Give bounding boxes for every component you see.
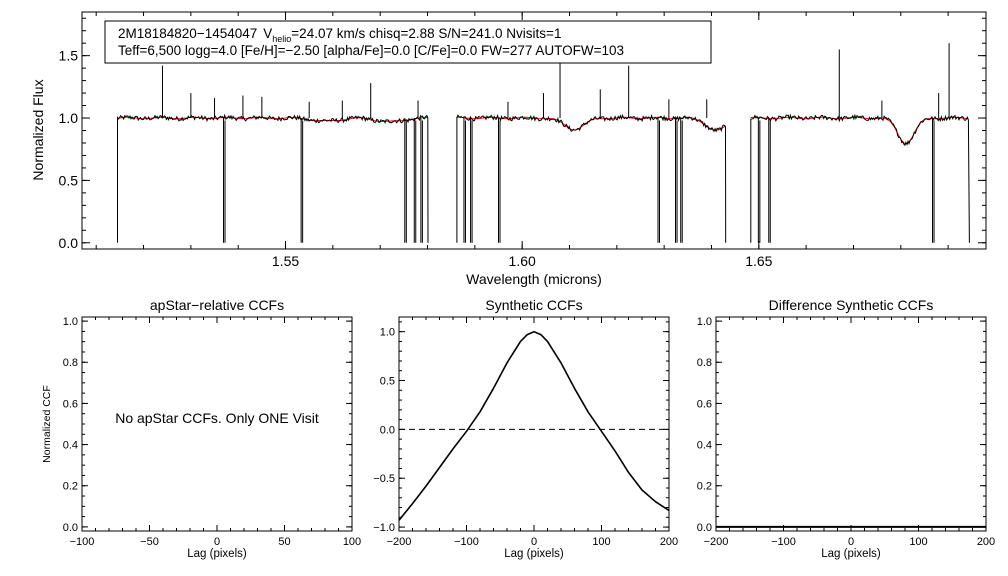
y-tick-label: 0.4 bbox=[697, 440, 712, 452]
difference-ccf-panel: −200 −100 0 100 200 0.0 0.2 0.4 0.6 0.8 1.0 Differ… bbox=[697, 297, 995, 560]
model-spectrum-line bbox=[750, 116, 969, 145]
observed-spectrum-line bbox=[456, 113, 727, 243]
synthetic-ccf-data bbox=[398, 330, 670, 521]
y-tick-label: −0.5 bbox=[373, 473, 395, 485]
vhelio-subscript: helio bbox=[272, 34, 291, 44]
spectrum-data bbox=[117, 43, 970, 243]
x-tick-label: 0 bbox=[214, 536, 220, 548]
x-tick-label: −100 bbox=[771, 536, 796, 548]
observed-spectrum-line bbox=[117, 113, 429, 243]
x-tick-label: 100 bbox=[909, 536, 927, 548]
difference-ccf-x-axis-label: Lag (pixels) bbox=[821, 548, 881, 560]
y-tick-label: 0.0 bbox=[697, 522, 712, 534]
synthetic-ccf-line bbox=[398, 330, 670, 521]
y-tick-label: 1.0 bbox=[63, 316, 78, 328]
y-tick-label: 0.8 bbox=[697, 357, 712, 369]
x-tick-label: 200 bbox=[660, 536, 678, 548]
y-tick-label: −1.0 bbox=[373, 522, 395, 534]
star-id: 2M18184820−1454047 bbox=[118, 26, 257, 41]
x-tick-label: 100 bbox=[592, 536, 610, 548]
info-line-1-rest: =24.07 km/s chisq=2.88 S/N=241.0 Nvisits… bbox=[291, 26, 561, 41]
info-box-frame bbox=[104, 20, 712, 64]
y-tick-label: 0.5 bbox=[380, 375, 395, 387]
difference-ccf-ticks: −200 −100 0 100 200 0.0 0.2 0.4 0.6 0.8 1.0 bbox=[697, 316, 995, 548]
x-tick-label: 0 bbox=[531, 536, 537, 548]
synthetic-ccf-ticks: −200 −100 0 100 200 −1.0 −0.5 0.0 0.5 1.0 bbox=[373, 317, 678, 548]
x-tick-label: 0 bbox=[848, 536, 854, 548]
x-tick-label: −100 bbox=[454, 536, 479, 548]
spectrum-y-axis-label: Normalized Flux bbox=[30, 79, 46, 180]
synthetic-ccf-panel: −200 −100 0 100 200 −1.0 −0.5 0.0 0.5 1.0 Synthet… bbox=[373, 297, 678, 560]
x-tick-label: −200 bbox=[387, 536, 412, 548]
y-tick-label: 0.0 bbox=[59, 235, 79, 251]
x-tick-label: −200 bbox=[704, 536, 729, 548]
synthetic-ccf-x-axis-label: Lag (pixels) bbox=[504, 548, 564, 560]
x-tick-label: −50 bbox=[140, 536, 159, 548]
difference-ccf-title: Difference Synthetic CCFs bbox=[769, 297, 934, 313]
apstar-ccf-title: apStar−relative CCFs bbox=[150, 297, 284, 313]
x-tick-label: 1.55 bbox=[272, 253, 299, 269]
vhelio-label: V bbox=[263, 26, 272, 41]
observed-spectrum-line bbox=[750, 113, 970, 243]
y-tick-label: 1.0 bbox=[697, 316, 712, 328]
spectrum-ticks: 1.55 1.60 1.65 0.0 0.5 1.0 1.5 bbox=[59, 12, 986, 269]
y-tick-label: 0.6 bbox=[697, 398, 712, 410]
difference-ccf-plot-frame bbox=[715, 316, 987, 532]
y-tick-label: 0.2 bbox=[697, 481, 712, 493]
model-spectrum-line bbox=[117, 116, 428, 122]
y-tick-label: 0.8 bbox=[63, 357, 78, 369]
y-tick-label: 1.0 bbox=[59, 110, 79, 126]
y-tick-label: 0.5 bbox=[59, 172, 79, 188]
y-tick-label: 0.4 bbox=[63, 440, 78, 452]
y-tick-label: 1.0 bbox=[380, 327, 395, 339]
synthetic-ccf-plot-frame bbox=[398, 316, 670, 532]
apstar-ccf-y-axis-label: Normalized CCF bbox=[41, 385, 53, 463]
apstar-ccf-x-axis-label: Lag (pixels) bbox=[187, 548, 247, 560]
apstar-ccf-panel: −100 −50 0 50 100 0.0 0.2 0.4 0.6 0.8 1.0 apStar−r… bbox=[41, 297, 361, 560]
x-tick-label: 200 bbox=[977, 536, 995, 548]
y-tick-label: 0.0 bbox=[63, 522, 78, 534]
y-tick-label: 0.2 bbox=[63, 481, 78, 493]
y-tick-label: 0.0 bbox=[380, 424, 395, 436]
y-tick-label: 0.6 bbox=[63, 398, 78, 410]
info-line-1: 2M18184820−1454047 Vhelio=24.07 km/s chis… bbox=[118, 26, 561, 44]
info-line-2: Teff=6,500 logg=4.0 [Fe/H]=−2.50 [alpha/… bbox=[118, 43, 624, 58]
x-tick-label: 1.65 bbox=[745, 253, 772, 269]
x-tick-label: 100 bbox=[343, 536, 361, 548]
x-tick-label: −100 bbox=[70, 536, 95, 548]
spectrum-panel: 1.55 1.60 1.65 0.0 0.5 1.0 1.5 2M18184820−1454… bbox=[30, 11, 987, 287]
x-tick-label: 1.60 bbox=[509, 253, 536, 269]
synthetic-ccf-title: Synthetic CCFs bbox=[485, 297, 582, 313]
x-tick-label: 50 bbox=[278, 536, 290, 548]
info-box: 2M18184820−1454047 Vhelio=24.07 km/s chis… bbox=[104, 20, 712, 64]
spectrum-x-axis-label: Wavelength (microns) bbox=[466, 271, 602, 287]
apstar-ccf-ticks: −100 −50 0 50 100 0.0 0.2 0.4 0.6 0.8 1.0 bbox=[63, 316, 361, 548]
y-tick-label: 1.5 bbox=[59, 48, 79, 64]
no-ccf-message: No apStar CCFs. Only ONE Visit bbox=[115, 410, 319, 426]
